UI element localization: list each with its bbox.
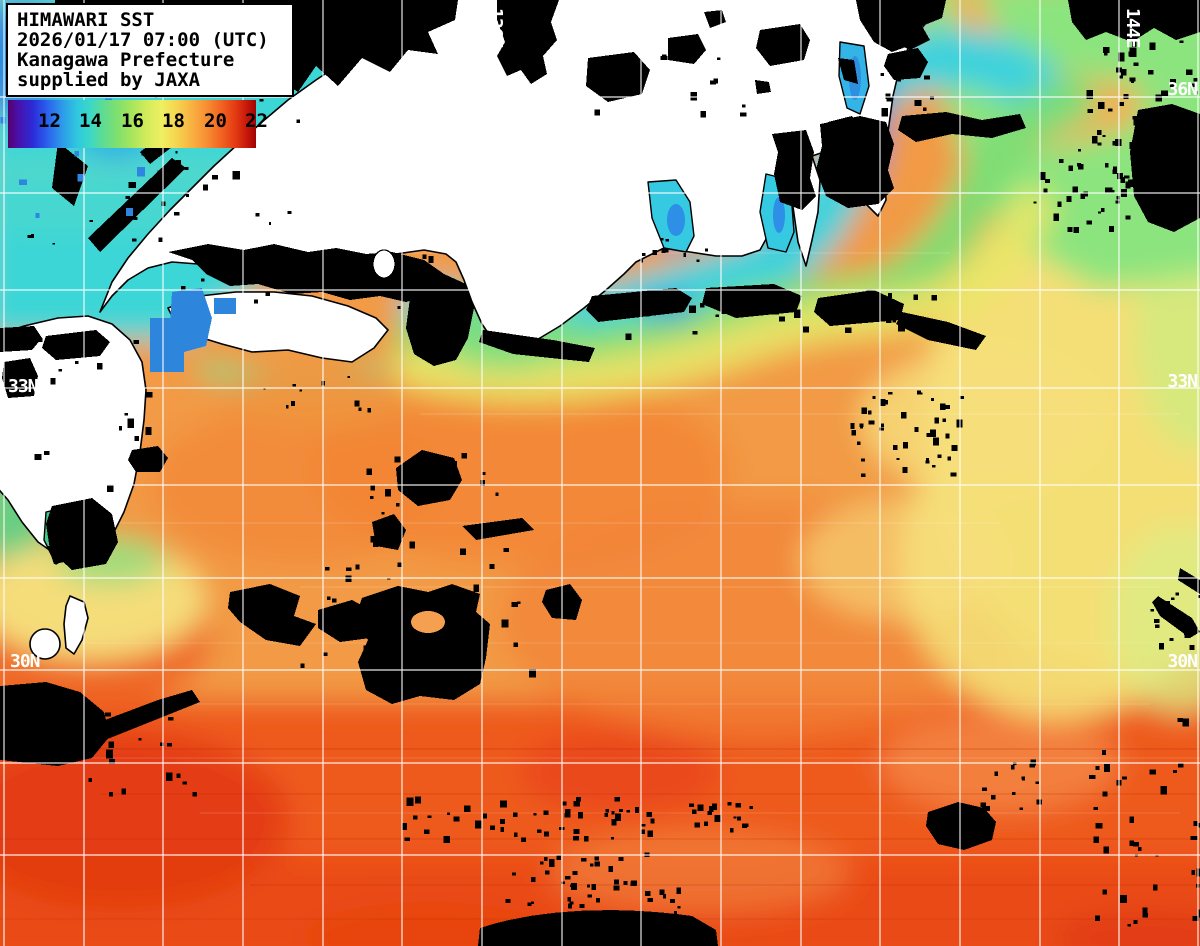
colorbar-tick-14: 14: [79, 110, 102, 132]
colorbar-tick-16: 16: [121, 110, 144, 132]
tanegashima-island: [63, 595, 89, 655]
awaji-island: [372, 249, 396, 279]
yakushima-island: [29, 628, 61, 660]
lon-label-136e: 136E: [485, 8, 506, 48]
grid-labels: 136E 144E 36N 33N 30N 33N 30N: [8, 8, 1198, 672]
colorbar-tick-12: 12: [38, 110, 61, 132]
product-title: HIMAWARI SST: [17, 9, 155, 31]
lat-label-33n-left: 33N: [8, 376, 38, 397]
lat-label-36n-right: 36N: [1167, 79, 1197, 100]
colorbar-tick-18: 18: [162, 110, 185, 132]
data-credit: supplied by JAXA: [17, 69, 201, 91]
lat-label-33n-right: 33N: [1167, 371, 1197, 392]
lat-label-30n-right: 30N: [1167, 651, 1197, 672]
lon-label-144e: 144E: [1122, 8, 1143, 48]
region-name: Kanagawa Prefecture: [17, 49, 235, 71]
colorbar-tick-22: 22: [245, 110, 268, 132]
inland-sea-cold-water: [150, 288, 236, 372]
title-box: HIMAWARI SST 2026/01/17 07:00 (UTC) Kana…: [6, 3, 294, 97]
temperature-colorbar: 12 14 16 18 20 22: [8, 100, 268, 148]
colorbar-tick-20: 20: [204, 110, 227, 132]
observation-datetime: 2026/01/17 07:00 (UTC): [17, 29, 269, 51]
lat-label-30n-left: 30N: [10, 651, 40, 672]
